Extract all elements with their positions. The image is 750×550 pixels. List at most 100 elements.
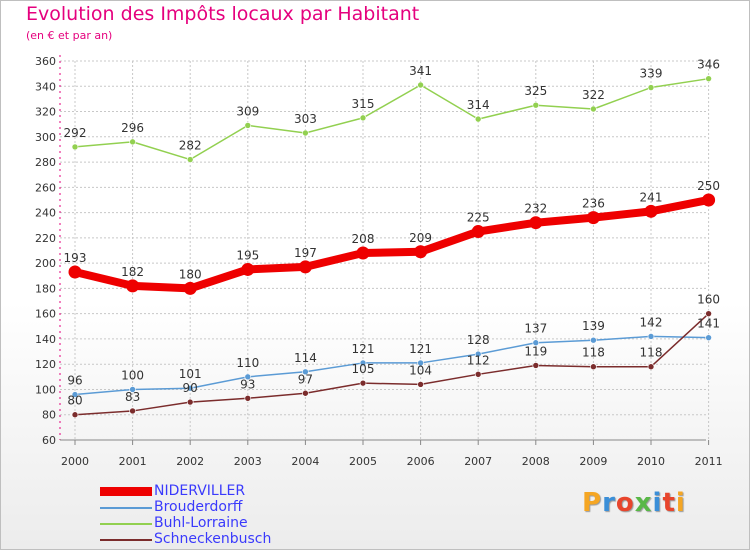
data-point	[244, 395, 252, 402]
legend-swatch-buhl-lorraine	[100, 523, 152, 525]
data-point	[414, 245, 428, 259]
data-label: 315	[352, 97, 375, 111]
legend-swatch-schneckenbusch	[100, 539, 152, 541]
data-label: 160	[697, 293, 720, 307]
data-point	[302, 389, 309, 397]
data-label: 322	[582, 88, 605, 102]
x-tick-label: 2002	[176, 455, 204, 468]
x-tick-label: 2007	[464, 455, 492, 468]
data-point	[474, 371, 482, 378]
y-tick-label: 280	[35, 156, 56, 169]
data-label: 121	[352, 342, 375, 356]
y-tick-label: 120	[35, 358, 56, 371]
data-label: 236	[582, 197, 605, 211]
y-tick-label: 60	[42, 434, 56, 447]
data-label: 182	[121, 265, 144, 279]
data-label: 90	[183, 381, 198, 395]
data-label: 325	[524, 84, 547, 98]
y-tick-label: 220	[35, 232, 56, 245]
legend-swatch-brouderdorff	[100, 507, 152, 509]
series-line-schneckenbusch	[74, 312, 710, 416]
data-label: 193	[64, 251, 87, 265]
data-label: 121	[409, 342, 432, 356]
data-point	[529, 216, 543, 230]
data-point	[644, 204, 658, 218]
data-point	[647, 84, 655, 91]
data-point	[244, 122, 252, 129]
data-label: 96	[67, 374, 82, 388]
x-tick-label: 2005	[349, 455, 377, 468]
y-tick-label: 240	[35, 207, 56, 220]
y-tick-label: 260	[35, 181, 56, 194]
data-point	[129, 407, 136, 415]
data-label: 112	[467, 353, 490, 367]
data-label: 225	[467, 211, 490, 225]
data-point	[417, 81, 424, 89]
logo-letter: r	[602, 488, 616, 518]
data-point	[186, 384, 194, 392]
data-label: 346	[697, 58, 720, 72]
data-label: 209	[409, 231, 432, 245]
data-point	[417, 381, 424, 388]
data-point	[359, 114, 367, 122]
data-point	[532, 362, 540, 369]
data-point	[417, 359, 424, 367]
data-point	[244, 373, 252, 381]
logo-letter: o	[615, 488, 635, 518]
axis-layer: 60 80 100 120 140 160 180 200 220 240 260 280 300 320…	[35, 55, 723, 468]
data-label: 197	[294, 246, 317, 260]
y-tick-label: 340	[35, 80, 56, 93]
data-label: 241	[640, 190, 663, 204]
data-label: 104	[409, 363, 432, 377]
data-point	[474, 350, 482, 358]
data-point	[126, 279, 140, 293]
y-tick-label: 300	[35, 131, 56, 144]
data-label: 309	[236, 104, 259, 118]
x-tick-label: 2001	[119, 455, 147, 468]
data-label: 118	[640, 346, 663, 360]
data-label: 119	[524, 344, 547, 358]
data-label: 93	[240, 377, 255, 391]
data-point	[471, 225, 485, 239]
data-point	[359, 359, 367, 367]
data-point	[241, 262, 255, 276]
logo-letter: i	[675, 488, 686, 518]
data-point	[474, 115, 482, 123]
data-point	[186, 156, 194, 163]
legend-swatch-niderviller	[100, 487, 152, 496]
chart-title: Evolution des Impôts locaux par Habitant	[26, 3, 420, 25]
logo-letter: t	[662, 488, 676, 518]
data-point	[359, 379, 367, 387]
data-point	[129, 386, 136, 393]
data-point	[71, 143, 79, 151]
data-point	[129, 138, 136, 146]
data-point	[532, 101, 540, 109]
data-label-layer: 292 296 282 309 303 315 341 314 325 322 339 346 96 10…	[64, 58, 721, 408]
legend-label-schneckenbusch: Schneckenbusch	[154, 531, 272, 547]
data-label: 100	[121, 368, 144, 382]
legend-label-niderviller: NIDERVILLER	[154, 483, 246, 499]
y-tick-label: 200	[35, 257, 56, 270]
data-point	[356, 246, 370, 260]
data-label: 110	[236, 356, 259, 370]
series-line-buhl-lorraine	[74, 77, 710, 161]
data-point	[702, 193, 716, 207]
data-label: 142	[640, 315, 663, 329]
data-point	[298, 260, 312, 274]
data-label: 208	[352, 232, 375, 246]
data-point	[71, 391, 79, 398]
data-point	[302, 368, 309, 376]
logo-letter: x	[634, 488, 653, 518]
data-label: 141	[697, 317, 720, 331]
x-tick-label: 2000	[61, 455, 89, 468]
x-tick-label: 2008	[522, 455, 550, 468]
data-label: 180	[179, 267, 202, 281]
x-tick-label: 2010	[637, 455, 665, 468]
data-point	[532, 339, 540, 347]
data-point	[705, 75, 712, 82]
data-label: 232	[524, 202, 547, 216]
data-label: 105	[352, 362, 375, 376]
proxiti-logo: Proxiti	[582, 488, 686, 518]
data-label: 80	[67, 394, 82, 408]
